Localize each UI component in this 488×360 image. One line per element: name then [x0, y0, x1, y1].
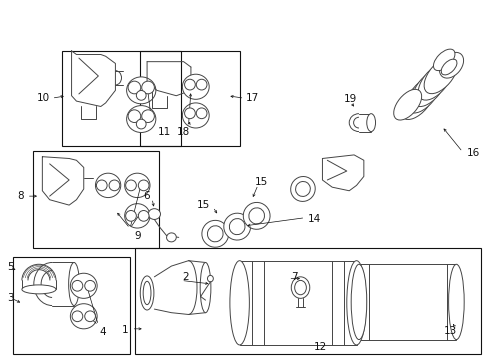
Text: 19: 19: [344, 94, 357, 104]
Ellipse shape: [124, 173, 150, 198]
Text: 4: 4: [100, 327, 106, 337]
Circle shape: [136, 90, 146, 100]
Ellipse shape: [182, 74, 209, 99]
Circle shape: [72, 280, 82, 291]
Text: 13: 13: [443, 325, 456, 336]
Circle shape: [72, 311, 82, 321]
Bar: [33, 151, 159, 248]
Circle shape: [196, 79, 206, 90]
Circle shape: [138, 180, 149, 191]
Circle shape: [142, 81, 154, 94]
Text: 8: 8: [18, 191, 24, 201]
Ellipse shape: [95, 173, 121, 198]
Circle shape: [138, 211, 149, 221]
Bar: [135, 248, 480, 354]
Text: 6: 6: [142, 191, 149, 201]
Ellipse shape: [432, 49, 454, 71]
Ellipse shape: [393, 89, 421, 120]
Bar: [140, 51, 239, 146]
Text: 12: 12: [313, 342, 326, 352]
Ellipse shape: [229, 219, 244, 235]
Circle shape: [84, 280, 95, 291]
Ellipse shape: [202, 220, 228, 247]
Circle shape: [136, 119, 146, 129]
Ellipse shape: [70, 304, 97, 329]
Ellipse shape: [126, 77, 156, 104]
Ellipse shape: [124, 204, 150, 228]
Text: 1: 1: [122, 325, 128, 334]
Text: 17: 17: [245, 93, 259, 103]
Ellipse shape: [366, 114, 375, 132]
Ellipse shape: [411, 70, 445, 107]
Ellipse shape: [126, 105, 156, 132]
Text: 18: 18: [177, 127, 190, 137]
Ellipse shape: [207, 275, 213, 282]
Ellipse shape: [406, 76, 439, 113]
Ellipse shape: [140, 276, 154, 310]
Ellipse shape: [400, 83, 433, 120]
Ellipse shape: [291, 277, 309, 298]
Ellipse shape: [229, 261, 249, 345]
Circle shape: [184, 108, 195, 119]
Ellipse shape: [423, 57, 457, 94]
Ellipse shape: [248, 208, 264, 224]
Text: 5: 5: [7, 262, 13, 272]
Bar: [61, 51, 181, 146]
Circle shape: [128, 81, 141, 94]
Text: 14: 14: [307, 215, 320, 224]
Bar: [358, 264, 455, 339]
Bar: [239, 261, 356, 345]
Ellipse shape: [166, 233, 176, 242]
Text: 7: 7: [290, 272, 297, 282]
Ellipse shape: [243, 202, 269, 229]
Circle shape: [125, 180, 136, 191]
Circle shape: [125, 211, 136, 221]
Text: 15: 15: [197, 200, 210, 210]
Text: 3: 3: [7, 293, 13, 303]
Ellipse shape: [440, 59, 456, 75]
Circle shape: [128, 110, 141, 122]
Circle shape: [196, 108, 206, 119]
Ellipse shape: [182, 103, 209, 128]
Text: 2: 2: [182, 272, 188, 282]
Circle shape: [96, 180, 107, 191]
Ellipse shape: [294, 280, 306, 295]
Ellipse shape: [68, 262, 79, 306]
Text: 10: 10: [37, 93, 50, 103]
Ellipse shape: [207, 226, 223, 242]
Circle shape: [109, 180, 120, 191]
Ellipse shape: [290, 176, 315, 202]
Circle shape: [184, 79, 195, 90]
Ellipse shape: [346, 261, 366, 345]
Ellipse shape: [22, 285, 56, 294]
Text: 11: 11: [157, 127, 170, 136]
Text: 9: 9: [134, 231, 141, 240]
Ellipse shape: [295, 181, 310, 197]
Ellipse shape: [447, 264, 463, 339]
Ellipse shape: [143, 281, 151, 305]
Ellipse shape: [417, 63, 451, 100]
Ellipse shape: [439, 52, 463, 78]
Ellipse shape: [200, 262, 210, 313]
Ellipse shape: [70, 273, 97, 298]
Bar: [13, 257, 130, 354]
Circle shape: [84, 311, 95, 321]
Ellipse shape: [224, 213, 250, 240]
Circle shape: [142, 110, 154, 122]
Text: 16: 16: [466, 148, 479, 158]
Ellipse shape: [350, 264, 366, 339]
Text: 15: 15: [254, 177, 267, 187]
Ellipse shape: [148, 209, 160, 220]
